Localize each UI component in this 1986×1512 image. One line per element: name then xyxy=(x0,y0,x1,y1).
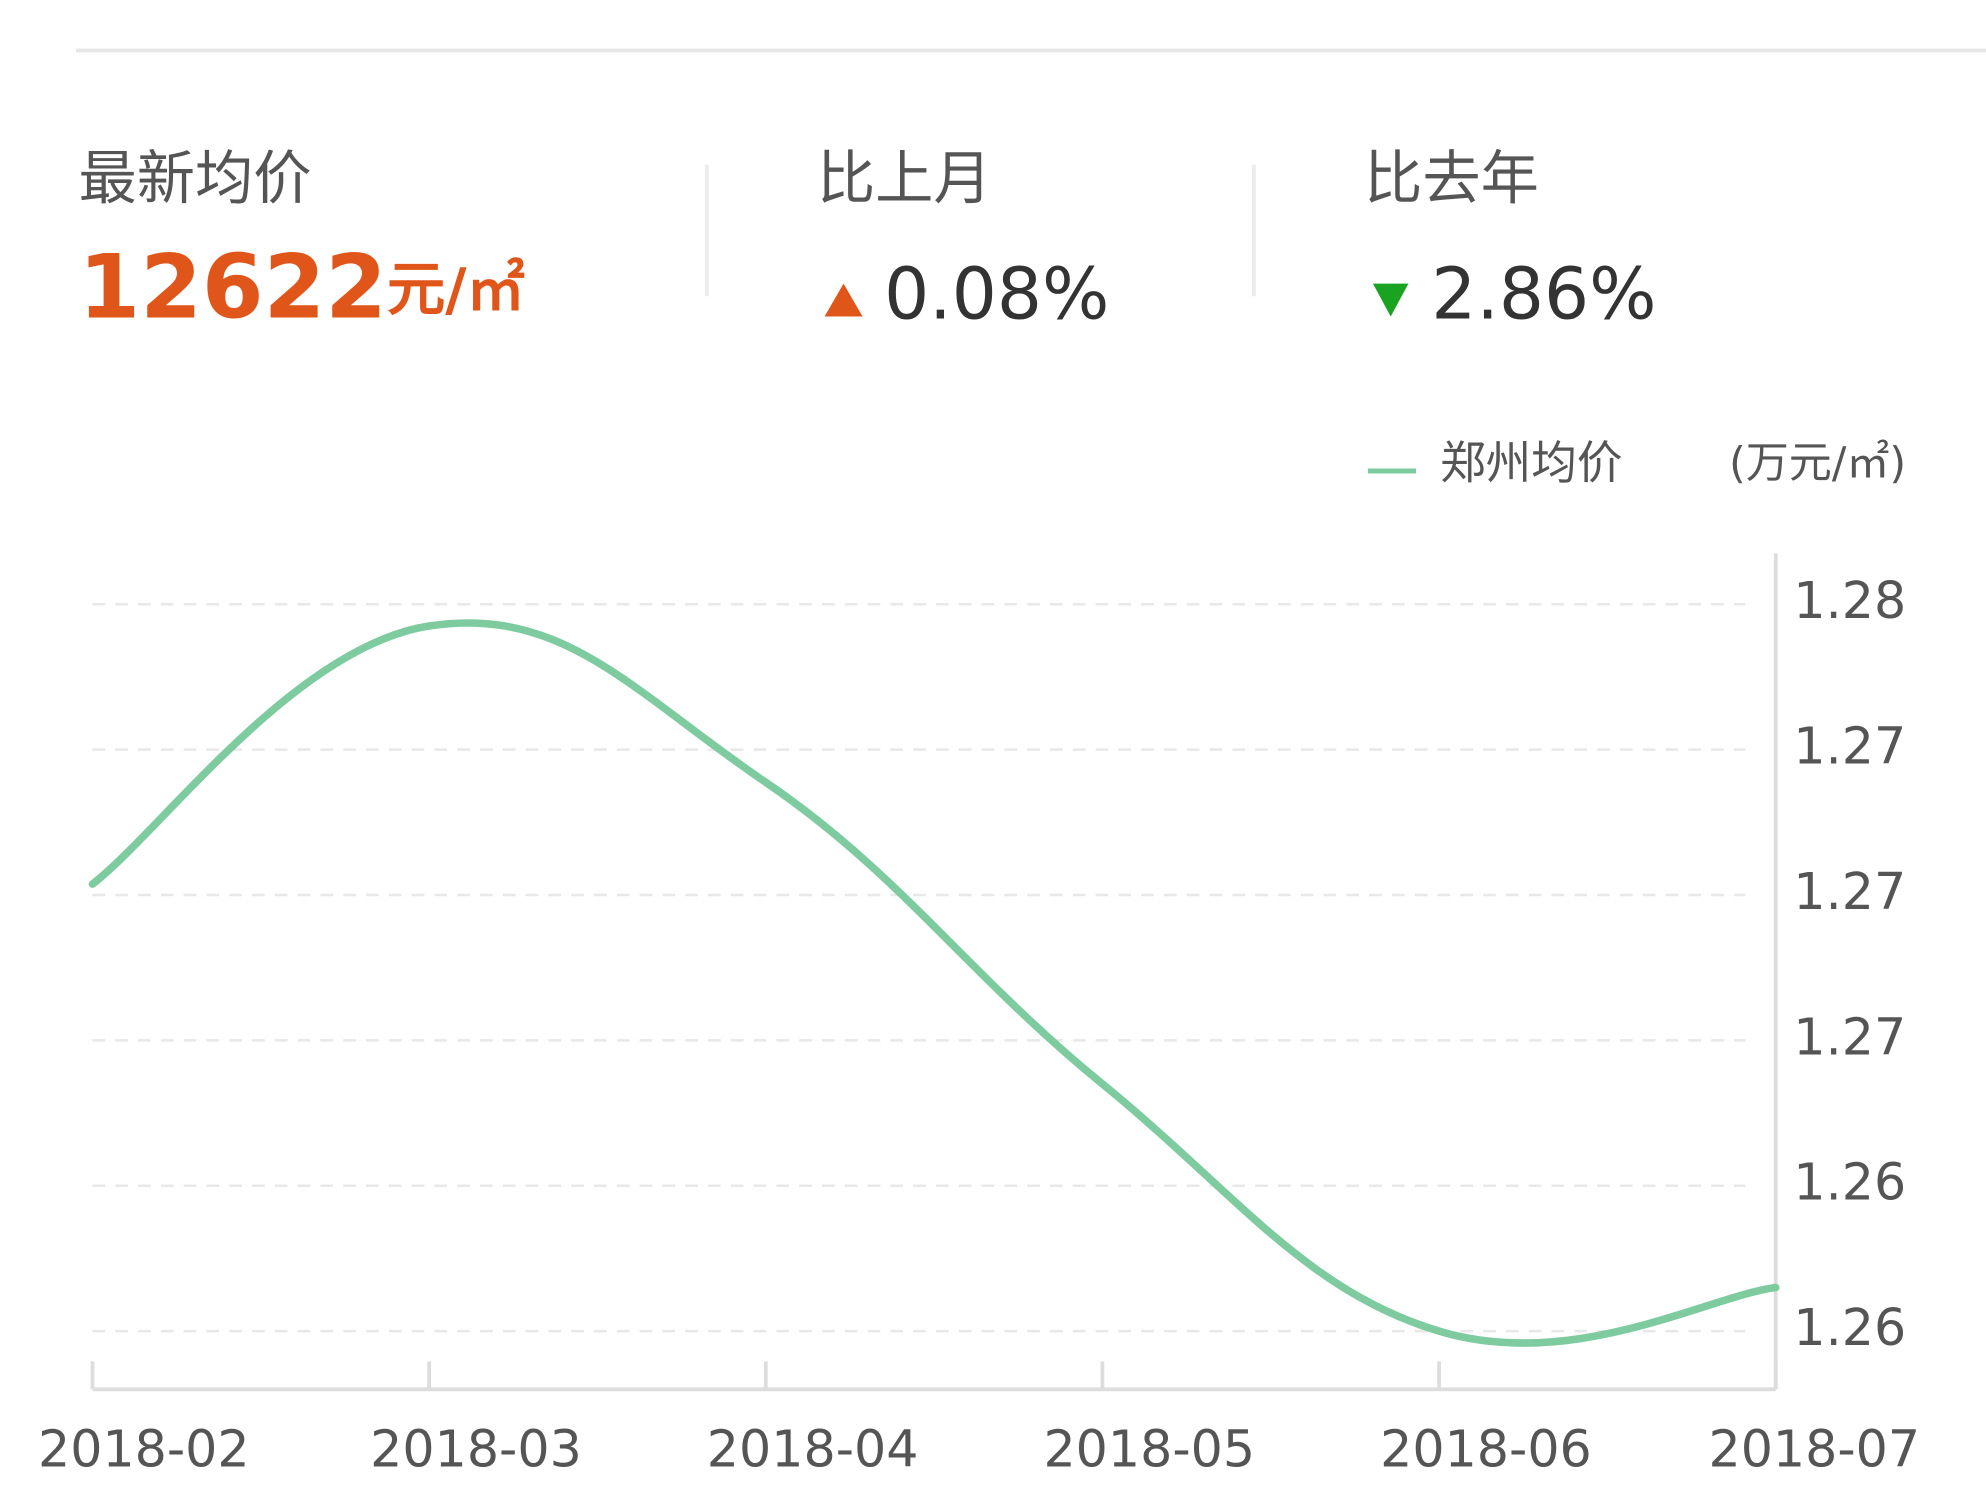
y-tick-label: 1.28 xyxy=(1793,571,1906,630)
stat-label: 比上月 xyxy=(817,144,992,212)
x-tick-label: 2018-03 xyxy=(370,1420,582,1479)
stat-value: 0.08% xyxy=(884,252,1109,335)
legend-label: 郑州均价 xyxy=(1440,436,1622,489)
y-tick-label: 1.27 xyxy=(1793,1007,1906,1066)
stat-label: 最新均价 xyxy=(79,144,312,212)
x-tick-label: 2018-06 xyxy=(1380,1420,1592,1479)
stat-value: 12622元/㎡ xyxy=(79,236,525,339)
stat-label: 比去年 xyxy=(1364,144,1539,212)
down-arrow xyxy=(1372,283,1409,317)
x-tick-label: 2018-04 xyxy=(707,1420,919,1479)
up-arrow xyxy=(824,283,863,317)
y-tick-label: 1.26 xyxy=(1793,1153,1906,1212)
y-axis-label: (万元/㎡) xyxy=(1729,438,1906,488)
x-tick-label: 2018-02 xyxy=(38,1420,250,1479)
x-tick-label: 2018-05 xyxy=(1043,1420,1255,1479)
y-tick-label: 1.27 xyxy=(1793,862,1906,921)
series-line xyxy=(88,619,1780,1347)
y-tick-label: 1.27 xyxy=(1793,717,1906,776)
stat-value: 2.86% xyxy=(1431,252,1656,335)
y-tick-label: 1.26 xyxy=(1793,1298,1906,1357)
x-tick-label: 2018-07 xyxy=(1708,1420,1920,1479)
